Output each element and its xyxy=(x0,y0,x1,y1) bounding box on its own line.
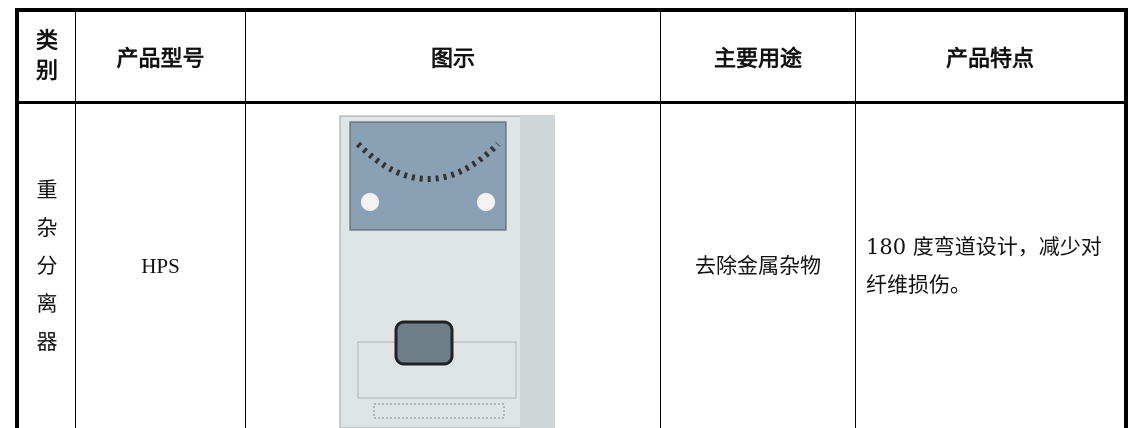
col-rule xyxy=(75,8,76,428)
model-cell: HPS xyxy=(141,254,180,278)
features-cell: 180 度弯道设计，减少对纤维损伤。 xyxy=(866,235,1102,297)
col-rule xyxy=(855,8,856,428)
header-cell: 图示 xyxy=(430,46,475,72)
knob xyxy=(477,193,495,211)
top-border xyxy=(15,8,1128,12)
header-cell: 类别 xyxy=(35,28,58,84)
machine-image xyxy=(339,115,555,428)
col-rule xyxy=(245,8,246,428)
header-cell: 主要用途 xyxy=(713,46,802,72)
header-cell: 产品特点 xyxy=(945,46,1034,72)
left-border xyxy=(15,8,19,428)
vents xyxy=(373,403,505,419)
curve xyxy=(355,141,501,182)
col-rule xyxy=(660,8,661,428)
header-rule xyxy=(15,101,1128,104)
right-border xyxy=(1124,8,1128,428)
machine-side xyxy=(520,116,554,428)
view-window xyxy=(394,320,454,366)
image-cell xyxy=(246,104,660,428)
knob xyxy=(361,193,379,211)
category-cell: 重杂分离器 xyxy=(36,178,58,354)
usage-cell: 去除金属杂物 xyxy=(695,254,821,278)
header-cell: 产品型号 xyxy=(116,46,205,72)
